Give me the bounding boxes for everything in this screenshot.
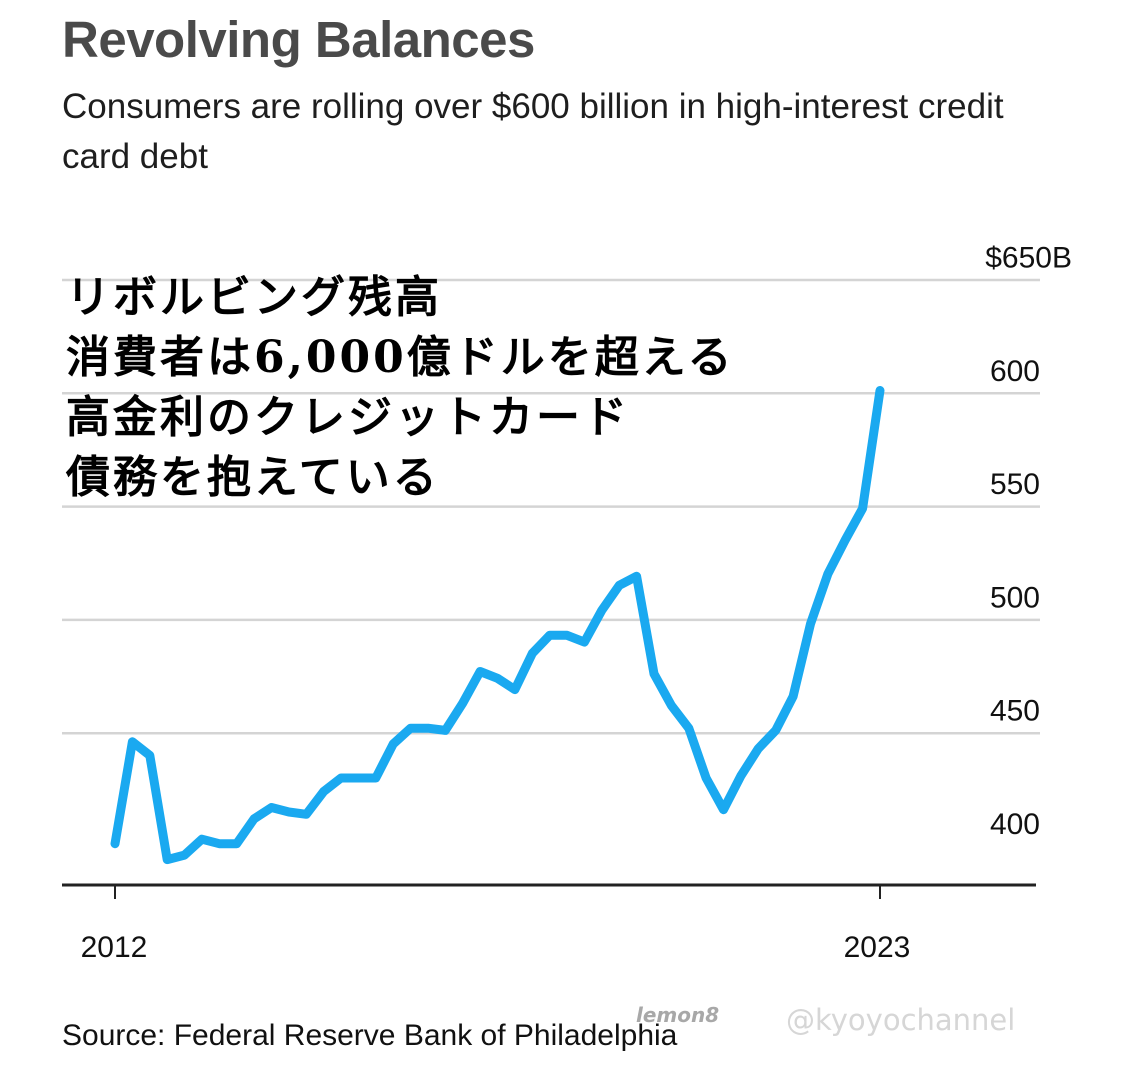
data-point [410, 727, 412, 729]
source-note: Source: Federal Reserve Bank of Philadel… [62, 1019, 678, 1052]
data-point [114, 843, 116, 845]
y-tick-label: 550 [990, 468, 1040, 501]
data-point [149, 754, 151, 756]
data-point [166, 859, 168, 861]
y-tick-label: $650B [985, 242, 1072, 275]
watermark-logo: lemon8 [636, 1003, 720, 1027]
data-point [566, 634, 568, 636]
data-point [357, 777, 359, 779]
data-point [879, 390, 881, 392]
data-point [253, 818, 255, 820]
data-point [479, 671, 481, 673]
data-point [775, 729, 777, 731]
x-axis: 2012 2023 [62, 883, 1036, 964]
data-point [427, 727, 429, 729]
data-point [270, 806, 272, 808]
data-point [549, 634, 551, 636]
data-point [340, 777, 342, 779]
data-point [723, 809, 725, 811]
data-point [618, 584, 620, 586]
data-point [288, 811, 290, 813]
y-tick-label: 450 [990, 695, 1040, 728]
overlay-line-4: 債務を抱えている [66, 452, 440, 503]
data-point [809, 623, 811, 625]
data-point [844, 539, 846, 541]
data-point [514, 689, 516, 691]
data-point [862, 507, 864, 509]
data-point [601, 609, 603, 611]
y-axis-ticks: 400 450 500 550 600 $650B [985, 242, 1072, 842]
data-point [392, 743, 394, 745]
overlay-line-2: 消費者は6,000億ドルを超える [66, 332, 735, 383]
data-point [583, 641, 585, 643]
x-tick-label: 2012 [81, 931, 148, 964]
data-point [323, 791, 325, 793]
overlay-line-1: リボルビング残高 [66, 272, 442, 323]
y-tick-label: 500 [990, 581, 1040, 614]
data-point [705, 777, 707, 779]
chart-title: Revolving Balances [62, 11, 535, 68]
japanese-overlay-caption: リボルビング残高 消費者は6,000億ドルを超える 高金利のクレジットカード 債… [66, 268, 734, 508]
data-point [757, 748, 759, 750]
data-point [444, 729, 446, 731]
data-point [131, 741, 133, 743]
series-layer [110, 386, 885, 865]
data-point [827, 573, 829, 575]
x-tick-label: 2023 [844, 931, 911, 964]
data-point [653, 673, 655, 675]
overlay-line-3: 高金利のクレジットカード [66, 392, 630, 443]
data-point [462, 702, 464, 704]
data-point [201, 838, 203, 840]
watermark-handle: @kyoyochannel [786, 1003, 1016, 1037]
data-point [184, 854, 186, 856]
y-tick-label: 600 [990, 355, 1040, 388]
data-point [305, 813, 307, 815]
y-tick-label: 400 [990, 808, 1040, 841]
data-point [236, 843, 238, 845]
data-point [636, 575, 638, 577]
data-point [531, 652, 533, 654]
chart-subtitle: Consumers are rolling over $600 billion … [62, 87, 1004, 176]
data-point [375, 777, 377, 779]
data-point [670, 705, 672, 707]
data-point [688, 727, 690, 729]
data-point [792, 695, 794, 697]
data-point [497, 677, 498, 679]
data-point [218, 843, 220, 845]
data-point [740, 775, 742, 777]
